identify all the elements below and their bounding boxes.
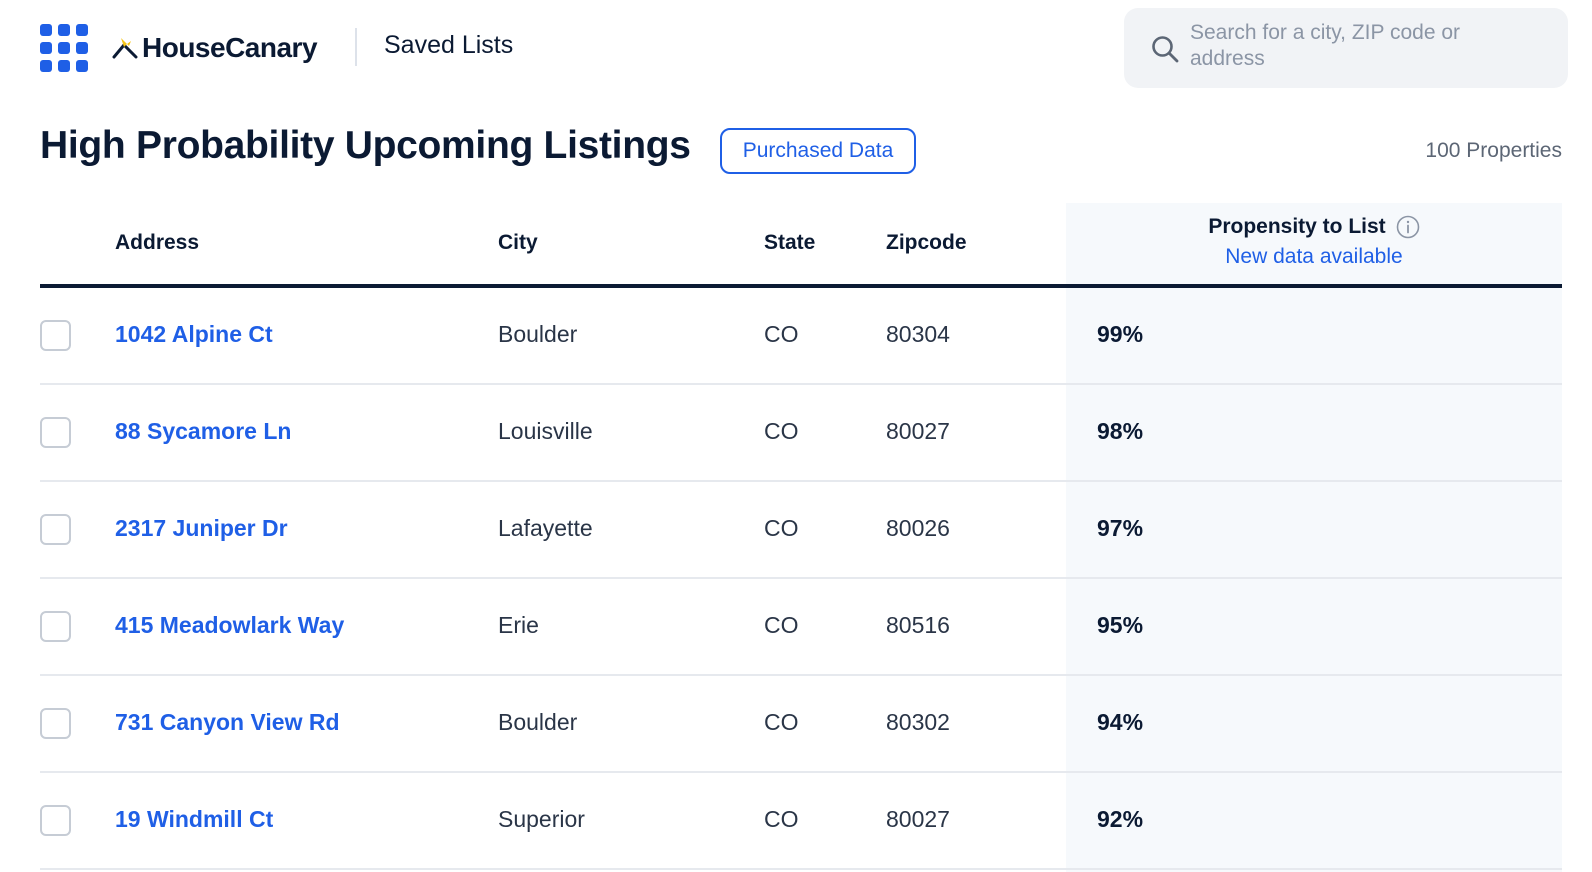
table-row: 19 Windmill Ct Superior CO 80027 92%: [40, 773, 1562, 870]
row-state: CO: [764, 515, 799, 541]
row-address-link[interactable]: 415 Meadowlark Way: [115, 612, 345, 638]
row-state: CO: [764, 612, 799, 638]
row-propensity: 92%: [1097, 806, 1144, 832]
row-state: CO: [764, 709, 799, 735]
column-header-address[interactable]: Address: [115, 231, 200, 254]
row-checkbox[interactable]: [40, 708, 71, 739]
row-checkbox[interactable]: [40, 805, 71, 836]
row-city: Boulder: [498, 709, 578, 735]
row-zipcode: 80304: [886, 321, 950, 347]
row-city: Boulder: [498, 321, 578, 347]
top-bar: HouseCanary Saved Lists: [0, 0, 1592, 94]
row-state: CO: [764, 806, 799, 832]
housecanary-logo-icon: [112, 38, 138, 59]
column-header-state[interactable]: State: [764, 231, 816, 254]
column-header-zipcode[interactable]: Zipcode: [886, 231, 967, 254]
table-row: 88 Sycamore Ln Louisville CO 80027 98%: [40, 385, 1562, 482]
row-checkbox[interactable]: [40, 611, 71, 642]
row-checkbox[interactable]: [40, 320, 71, 351]
brand-name: HouseCanary: [142, 32, 318, 63]
row-zipcode: 80027: [886, 418, 950, 444]
row-address-link[interactable]: 2317 Juniper Dr: [115, 515, 288, 541]
purchased-data-button[interactable]: Purchased Data: [720, 128, 916, 174]
row-propensity: 94%: [1097, 709, 1144, 735]
row-address-link[interactable]: 731 Canyon View Rd: [115, 709, 340, 735]
column-header-propensity: Propensity to List New data available: [1066, 215, 1562, 269]
table-row: 415 Meadowlark Way Erie CO 80516 95%: [40, 579, 1562, 676]
propensity-column-highlight: [1066, 203, 1562, 872]
table-row: 2317 Juniper Dr Lafayette CO 80026 97%: [40, 482, 1562, 579]
new-data-available-link[interactable]: New data available: [1225, 245, 1403, 268]
table-row: 1042 Alpine Ct Boulder CO 80304 99%: [40, 288, 1562, 385]
row-zipcode: 80026: [886, 515, 950, 541]
row-zipcode: 80516: [886, 612, 950, 638]
row-propensity: 99%: [1097, 321, 1144, 347]
row-propensity: 95%: [1097, 612, 1144, 638]
page-title: High Probability Upcoming Listings: [40, 124, 691, 167]
row-propensity: 97%: [1097, 515, 1144, 541]
saved-lists-link[interactable]: Saved Lists: [384, 31, 514, 59]
row-propensity: 98%: [1097, 418, 1144, 444]
row-zipcode: 80302: [886, 709, 950, 735]
row-address-link[interactable]: 88 Sycamore Ln: [115, 418, 292, 444]
table-row: 731 Canyon View Rd Boulder CO 80302 94%: [40, 676, 1562, 773]
row-address-link[interactable]: 1042 Alpine Ct: [115, 321, 273, 347]
apps-grid-icon[interactable]: [40, 24, 90, 74]
search-icon: [1152, 36, 1179, 63]
search-box[interactable]: [1124, 8, 1568, 88]
info-icon[interactable]: [1396, 215, 1420, 239]
row-zipcode: 80027: [886, 806, 950, 832]
brand-logo[interactable]: HouseCanary: [112, 28, 318, 68]
row-city: Erie: [498, 612, 539, 638]
propensity-title-label: Propensity to List: [1208, 215, 1386, 238]
row-checkbox[interactable]: [40, 514, 71, 545]
property-count: 100 Properties: [1425, 139, 1562, 162]
row-city: Lafayette: [498, 515, 593, 541]
table-header: Address City State Zipcode Propensity to…: [40, 203, 1562, 288]
row-address-link[interactable]: 19 Windmill Ct: [115, 806, 274, 832]
row-state: CO: [764, 321, 799, 347]
row-state: CO: [764, 418, 799, 444]
table-body: 1042 Alpine Ct Boulder CO 80304 99% 88 S…: [40, 288, 1562, 870]
header-divider: [355, 28, 357, 66]
column-header-city[interactable]: City: [498, 231, 538, 254]
row-city: Superior: [498, 806, 585, 832]
row-city: Louisville: [498, 418, 593, 444]
propensity-title[interactable]: Propensity to List: [1208, 215, 1419, 239]
search-input[interactable]: [1190, 20, 1530, 76]
row-checkbox[interactable]: [40, 417, 71, 448]
